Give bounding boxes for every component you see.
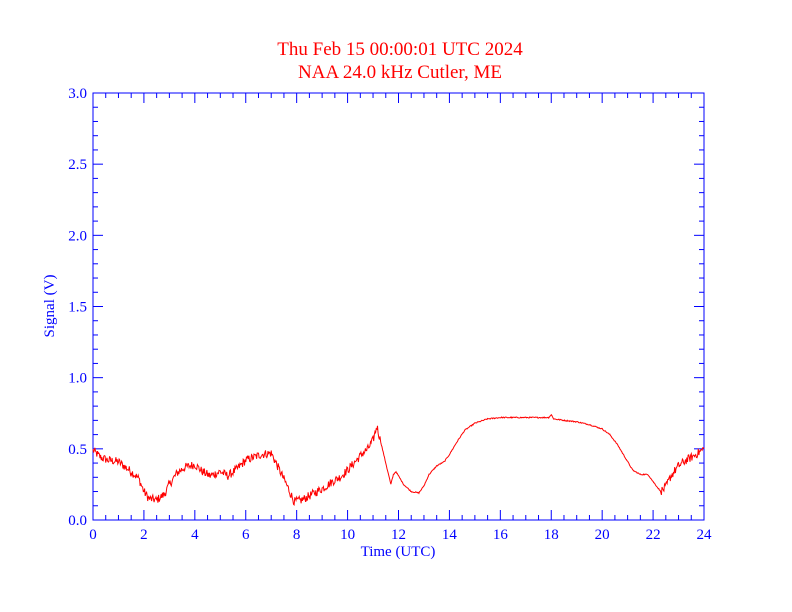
x-tick-label: 18 xyxy=(544,527,559,543)
x-tick-label: 22 xyxy=(646,527,661,543)
chart-title: Thu Feb 15 00:00:01 UTC 2024 xyxy=(277,39,523,60)
y-axis-label: Signal (V) xyxy=(42,275,58,338)
y-tick-label: 0.0 xyxy=(68,513,87,529)
y-tick-label: 1.0 xyxy=(68,371,87,387)
x-tick-label: 20 xyxy=(595,527,610,543)
x-axis-label: Time (UTC) xyxy=(361,544,436,560)
y-tick-label: 2.5 xyxy=(68,157,87,173)
x-tick-label: 6 xyxy=(242,527,250,543)
x-tick-label: 8 xyxy=(293,527,301,543)
y-tick-label: 1.5 xyxy=(68,300,87,316)
y-tick-label: 0.5 xyxy=(68,442,87,458)
x-tick-label: 2 xyxy=(140,527,148,543)
x-tick-label: 16 xyxy=(493,527,509,543)
x-tick-label: 14 xyxy=(442,527,458,543)
x-tick-labels: 0 2 4 6 8 10 12 14 16 18 20 22 24 xyxy=(89,527,712,543)
x-tick-label: 12 xyxy=(391,527,406,543)
y-tick-label: 2.0 xyxy=(68,228,87,244)
y-tick-label: 3.0 xyxy=(68,86,87,102)
signal-series-line xyxy=(92,413,705,507)
chart-subtitle: NAA 24.0 kHz Cutler, ME xyxy=(298,62,502,83)
axis-ticks xyxy=(92,92,705,521)
x-tick-label: 4 xyxy=(191,527,199,543)
x-tick-label: 10 xyxy=(340,527,355,543)
x-tick-label: 24 xyxy=(697,527,713,543)
plot-frame xyxy=(92,92,705,521)
x-tick-label: 0 xyxy=(89,527,97,543)
y-tick-labels: 0.0 0.5 1.0 1.5 2.0 2.5 3.0 xyxy=(68,86,87,529)
